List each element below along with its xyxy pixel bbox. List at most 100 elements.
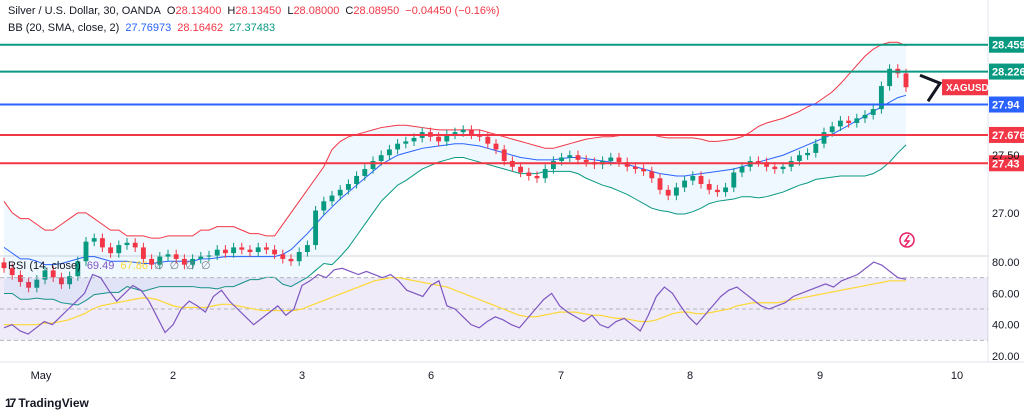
candle-body <box>887 68 893 87</box>
level-price-tag-2 <box>989 96 1024 113</box>
candle-body <box>739 166 745 173</box>
candle-body <box>198 256 204 259</box>
ohlc-high-label: H <box>227 5 236 17</box>
candle-body <box>698 175 704 185</box>
candle-body <box>91 238 97 242</box>
level-price-tag-3 <box>989 126 1024 143</box>
symbol-title: Silver / U.S. Dollar, 30, OANDA <box>8 5 161 17</box>
bb-lower-line <box>4 144 907 306</box>
candle-body <box>157 256 163 265</box>
candle-body <box>632 166 638 170</box>
candle-body <box>403 141 409 144</box>
candle-body <box>321 201 327 211</box>
candle-body <box>903 73 909 88</box>
bb-basis-value: 27.76973 <box>125 22 172 34</box>
candle-body <box>26 281 32 288</box>
candle-body <box>468 129 474 135</box>
price-axis: 28.459 28.226 27.94 27.676 27.43 27.00 27.50 80… <box>989 36 1024 363</box>
candle-body <box>345 184 351 190</box>
rsi-hidden-icon-2: ∅ <box>169 260 180 272</box>
candle-body <box>731 172 737 188</box>
candle-body <box>255 247 261 252</box>
lightning-icon <box>899 232 915 248</box>
candle-body <box>17 275 23 282</box>
ohlc-high: 28.13450 <box>235 5 282 17</box>
candle-body <box>575 155 581 160</box>
candle-body <box>755 160 761 163</box>
tradingview-brand[interactable]: 17 TradingView <box>5 396 89 410</box>
candle-body <box>132 242 138 248</box>
bb-lower-value: 27.37483 <box>229 22 276 34</box>
symbol-badge-label: XAGUSD <box>946 83 989 94</box>
time-tick-0: May <box>31 370 52 382</box>
level-price-tag-1 <box>989 63 1024 80</box>
candle-body <box>206 255 212 257</box>
candle-body <box>50 270 56 278</box>
rsi-line <box>3 261 907 335</box>
time-tick-2: 3 <box>299 370 305 382</box>
candle-body <box>263 247 269 250</box>
candle-body <box>75 261 81 277</box>
candle-body <box>34 279 40 288</box>
candle-body <box>214 249 220 256</box>
candle-body <box>559 157 565 161</box>
candle-body <box>165 254 171 257</box>
candle-body <box>796 155 802 161</box>
rsi-tick-0: 80.00 <box>992 257 1020 269</box>
candle-body <box>854 118 860 123</box>
candle-body <box>337 189 343 196</box>
candle-body <box>124 242 130 246</box>
rsi-tick-2: 40.00 <box>992 320 1020 332</box>
candle-body <box>386 149 392 156</box>
rsi-label: RSI (14, close) <box>8 260 81 272</box>
rsi-legend: RSI (14, close) 69.49 67.86 ∅ ∅ ∅ ∅ <box>8 259 214 272</box>
candle-body <box>493 143 499 150</box>
level-price-label-3: 27.676 <box>992 130 1024 142</box>
candle-body <box>452 132 458 135</box>
candle-body <box>821 132 827 144</box>
ohlc-low-label: L <box>287 5 294 17</box>
bb-upper-value: 28.16462 <box>177 22 224 34</box>
candle-body <box>1 262 7 269</box>
candle-body <box>304 245 310 252</box>
bb-band-fill <box>4 42 906 305</box>
candle-body <box>272 249 278 255</box>
candle-body <box>42 270 48 280</box>
candle-body <box>714 189 720 193</box>
level-price-label-0: 28.459 <box>992 40 1024 52</box>
candle-body <box>608 157 614 161</box>
candle-body <box>173 254 179 259</box>
candle-body <box>395 143 401 150</box>
rsi-hidden-icon-4: ∅ <box>200 260 211 272</box>
candle-body <box>772 166 778 170</box>
candle-body <box>534 175 540 179</box>
rsi-ma-line <box>4 277 906 326</box>
candle-body <box>723 187 729 193</box>
ohlc-open: 28.13400 <box>175 5 222 17</box>
candle-body <box>239 247 245 250</box>
candle-body <box>222 249 228 254</box>
candle-body <box>682 180 688 188</box>
candle-body <box>616 157 622 163</box>
main-price-pane: XAGUSD <box>0 0 1024 363</box>
rsi-hidden-icon-3: ∅ <box>185 260 195 272</box>
candle-body <box>665 189 671 196</box>
candle-body <box>624 162 630 167</box>
lightning-bolt <box>903 234 911 247</box>
candle-body <box>313 210 319 246</box>
time-tick-5: 8 <box>687 370 693 382</box>
time-tick-1: 2 <box>170 370 176 382</box>
ohlc-low: 28.08000 <box>293 5 340 17</box>
tradingview-logo-icon: 17 <box>5 396 16 410</box>
candle-body <box>329 195 335 202</box>
candle-body <box>690 175 696 181</box>
candle-body <box>378 155 384 161</box>
brand-name: TradingView <box>18 396 89 410</box>
candle-body <box>190 258 196 265</box>
ohlc-open-label: O <box>166 5 176 17</box>
ohlc-close: 28.08950 <box>353 5 400 17</box>
candle-body <box>526 172 532 176</box>
candle-body <box>706 184 712 190</box>
level-price-tag-0 <box>989 36 1024 53</box>
time-axis: May 2 3 6 7 8 9 10 <box>31 370 964 382</box>
